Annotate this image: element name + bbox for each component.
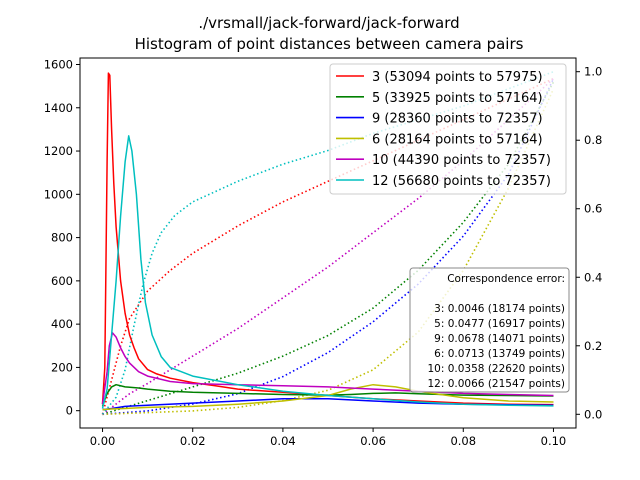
y-tick-label: 200 <box>51 360 73 374</box>
annotation-box <box>409 267 570 393</box>
y-axis-left: 0 200 400 600 800 1000 1200 1400 1600 <box>44 57 80 418</box>
x-tick-label: 0.04 <box>270 434 296 448</box>
y-tick-label: 0 <box>66 404 73 418</box>
y2-tick-label: 1.0 <box>584 65 602 79</box>
chart-subtitle: Histogram of point distances between cam… <box>135 35 524 53</box>
y2-tick-label: 0.4 <box>584 270 602 284</box>
annotation-line: 5: 0.0477 (16917 points) <box>434 318 565 330</box>
plot-area: 0.00 0.02 0.04 0.06 0.08 0.10 0 200 400 600 800 10… <box>44 57 603 448</box>
series-1-cumulative-line <box>102 81 555 416</box>
x-axis: 0.00 0.02 0.04 0.06 0.08 0.10 <box>90 428 567 448</box>
annotation-line: 6: 0.0713 (13749 points) <box>434 348 565 360</box>
y-tick-label: 1400 <box>44 101 73 115</box>
y2-tick-label: 0.6 <box>584 202 602 216</box>
y2-tick-label: 0.2 <box>584 339 602 353</box>
x-tick-label: 0.10 <box>541 434 567 448</box>
x-tick-label: 0.08 <box>450 434 476 448</box>
series-1-histogram-line <box>101 383 554 407</box>
chart-title: ./vrsmall/jack-forward/jack-forward <box>198 14 459 32</box>
plot-frame <box>79 57 577 429</box>
legend-entry: 5 (33925 points to 57164) <box>372 91 543 106</box>
y-tick-label: 400 <box>51 317 73 331</box>
legend-entry: 6 (28164 points to 57164) <box>372 132 543 147</box>
y-axis-right: 0.0 0.2 0.4 0.6 0.8 1.0 <box>576 65 602 421</box>
series-3-cumulative-line <box>102 88 555 416</box>
legend-entry: 12 (56680 points to 72357) <box>372 174 551 189</box>
annotation-title: Correspondence error: <box>447 273 565 285</box>
annotation-line: 9: 0.0678 (14071 points) <box>434 333 565 345</box>
legend-entry: 3 (53094 points to 57975) <box>372 70 543 85</box>
annotation-line: 10: 0.0358 (22620 points) <box>428 363 566 375</box>
legend: 3 (53094 points to 57975) 5 (33925 points… <box>329 63 567 195</box>
y2-tick-label: 0.0 <box>584 407 602 421</box>
legend-box <box>329 63 567 195</box>
series-4-cumulative-line <box>102 78 555 415</box>
y-tick-label: 1200 <box>44 144 73 158</box>
x-tick-label: 0.06 <box>360 434 386 448</box>
legend-entry: 9 (28360 points to 72357) <box>372 112 543 127</box>
y-tick-label: 1000 <box>44 187 73 201</box>
legend-entry: 10 (44390 points to 72357) <box>372 153 551 168</box>
x-tick-label: 0.00 <box>90 434 116 448</box>
y-tick-label: 800 <box>51 231 73 245</box>
y-tick-label: 1600 <box>44 57 73 71</box>
series-5-histogram-line <box>101 135 554 409</box>
y-tick-label: 600 <box>51 274 73 288</box>
x-tick-label: 0.02 <box>180 434 206 448</box>
annotation-line: 3: 0.0046 (18174 points) <box>434 303 565 315</box>
correspondence-error-box: Correspondence error: 3: 0.0046 (18174 p… <box>409 267 570 393</box>
annotation-line: 12: 0.0066 (21547 points) <box>428 378 566 390</box>
y2-tick-label: 0.8 <box>584 133 602 147</box>
